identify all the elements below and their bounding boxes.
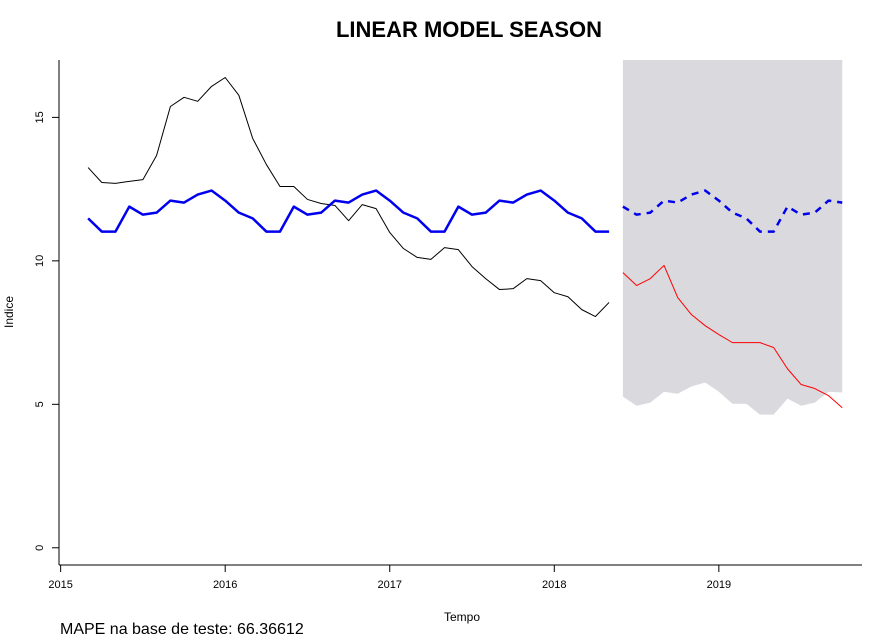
y-tick-label: 10: [34, 255, 46, 267]
x-tick-label: 2015: [48, 579, 72, 591]
series-line: [87, 189, 610, 233]
annotation: MAPE na base de teste: 66.36612: [60, 621, 304, 638]
y-tick-label: 15: [34, 111, 46, 123]
chart-title: LINEAR MODEL SEASON: [336, 17, 602, 42]
prediction-interval: [622, 60, 843, 415]
series-line: [87, 77, 610, 318]
series-line: [622, 264, 843, 409]
x-tick-label: 2018: [542, 579, 566, 591]
y-tick-label: 0: [34, 545, 46, 551]
series-line: [622, 189, 843, 233]
y-axis-label: Indice: [2, 296, 16, 328]
x-axis-label: Tempo: [444, 610, 480, 624]
y-tick-label: 5: [34, 401, 46, 407]
x-tick-label: 2019: [707, 579, 731, 591]
x-tick-label: 2017: [378, 579, 402, 591]
x-tick-label: 2016: [213, 579, 237, 591]
